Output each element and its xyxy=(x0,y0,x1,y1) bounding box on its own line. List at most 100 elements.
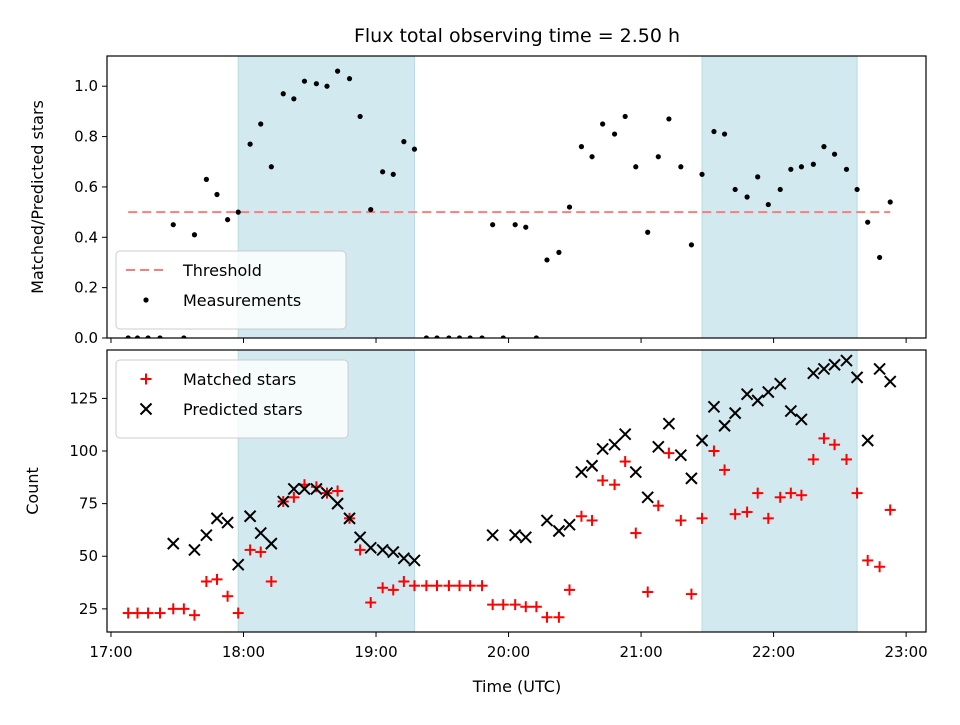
predicted-star-marker xyxy=(695,434,709,447)
matched-star-marker xyxy=(222,590,234,602)
measurement-point xyxy=(865,219,871,225)
predicted-star-marker xyxy=(884,375,897,388)
measurement-point xyxy=(810,161,816,167)
measurement-point xyxy=(301,78,308,84)
matched-star-marker xyxy=(541,611,553,623)
x-tick-label: 18:00 xyxy=(222,643,265,661)
x-tick-label: 21:00 xyxy=(619,643,662,661)
matched-star-marker xyxy=(265,575,277,587)
matched-star-marker xyxy=(884,504,896,516)
measurement-point xyxy=(258,121,264,127)
matched-star-marker xyxy=(464,580,476,592)
matched-star-marker xyxy=(619,456,631,468)
measurement-point xyxy=(699,171,705,177)
measurement-point xyxy=(877,254,883,261)
measurement-point xyxy=(711,128,717,135)
predicted-star-marker xyxy=(575,465,588,479)
predicted-star-marker xyxy=(608,438,621,451)
predicted-star-marker xyxy=(540,514,554,527)
measurement-point xyxy=(645,229,651,235)
matched-star-marker xyxy=(288,491,300,503)
predicted-star-marker xyxy=(795,413,808,426)
matched-star-marker xyxy=(497,599,509,611)
predicted-star-marker xyxy=(231,558,245,571)
predicted-star-marker xyxy=(618,427,632,441)
predicted-star-marker xyxy=(740,387,754,401)
measurement-point xyxy=(500,335,506,338)
predicted-star-marker xyxy=(200,528,213,542)
predicted-star-marker xyxy=(850,371,864,384)
y-tick-label: 100 xyxy=(69,442,98,460)
measurement-point xyxy=(313,81,319,87)
measurement-point xyxy=(479,335,485,338)
matched-star-marker xyxy=(675,514,687,526)
measurement-point xyxy=(170,222,176,228)
y-tick-label: 1.0 xyxy=(74,77,98,95)
predicted-star-marker xyxy=(277,495,290,508)
matched-star-marker xyxy=(398,575,410,587)
x-tick-label: 17:00 xyxy=(89,643,132,661)
measurement-point xyxy=(843,166,850,172)
legend-box xyxy=(115,250,347,330)
legend-label: Predicted stars xyxy=(183,400,303,419)
measurement-point xyxy=(755,174,761,180)
predicted-star-marker xyxy=(563,518,576,531)
predicted-star-marker xyxy=(762,385,775,399)
predicted-star-marker xyxy=(685,472,698,485)
y-tick-label: 0.6 xyxy=(74,178,98,196)
matched-star-marker xyxy=(244,544,256,556)
measurement-point xyxy=(544,257,550,263)
measurement-point xyxy=(235,209,241,215)
measurement-point xyxy=(578,144,585,150)
measurement-point xyxy=(633,164,639,170)
measurement-point xyxy=(533,335,539,338)
predicted-star-marker xyxy=(629,465,642,479)
matched-star-marker xyxy=(332,485,344,497)
matched-star-marker xyxy=(708,445,720,457)
matched-star-marker xyxy=(167,603,179,615)
measurement-point xyxy=(467,335,473,338)
matched-star-marker xyxy=(476,580,488,592)
data-layer xyxy=(122,354,897,623)
legend-label: Measurements xyxy=(183,291,301,310)
predicted-star-marker xyxy=(331,497,344,510)
matched-star-marker xyxy=(553,611,565,623)
observing-interval-band xyxy=(701,55,858,339)
matched-star-marker xyxy=(785,487,797,499)
matched-star-marker xyxy=(630,527,642,539)
predicted-star-marker xyxy=(873,362,886,376)
measurement-point xyxy=(688,242,695,248)
matched-star-marker xyxy=(795,489,807,501)
predicted-star-marker xyxy=(751,394,764,407)
measurement-point xyxy=(324,83,330,89)
predicted-star-marker xyxy=(210,512,224,525)
matched-star-marker xyxy=(509,599,521,611)
predicted-star-marker xyxy=(508,528,522,542)
x-tick-label: 23:00 xyxy=(885,643,928,661)
matched-star-marker xyxy=(420,580,432,592)
measurement-point xyxy=(125,335,131,338)
matched-star-marker xyxy=(564,584,576,596)
predicted-star-marker xyxy=(840,354,853,367)
predicted-star-marker xyxy=(828,358,841,371)
matched-star-marker xyxy=(818,432,830,444)
matched-star-marker xyxy=(255,546,267,558)
measurement-point xyxy=(721,131,728,137)
matched-star-marker xyxy=(586,514,598,526)
measurement-point xyxy=(434,335,440,338)
measurement-point xyxy=(157,335,163,338)
matched-star-marker xyxy=(232,607,244,619)
measurement-point xyxy=(887,199,893,205)
matched-star-marker xyxy=(729,508,741,520)
measurement-point xyxy=(788,166,794,172)
matched-star-marker xyxy=(211,573,223,585)
predicted-star-marker xyxy=(641,491,654,504)
measurement-point xyxy=(831,151,838,157)
x-tick-label: 19:00 xyxy=(354,643,397,661)
measurement-point xyxy=(611,131,618,137)
predicted-star-marker xyxy=(774,377,787,390)
measurement-point xyxy=(411,146,418,152)
measurement-point xyxy=(368,206,374,213)
measurement-point xyxy=(821,144,827,150)
